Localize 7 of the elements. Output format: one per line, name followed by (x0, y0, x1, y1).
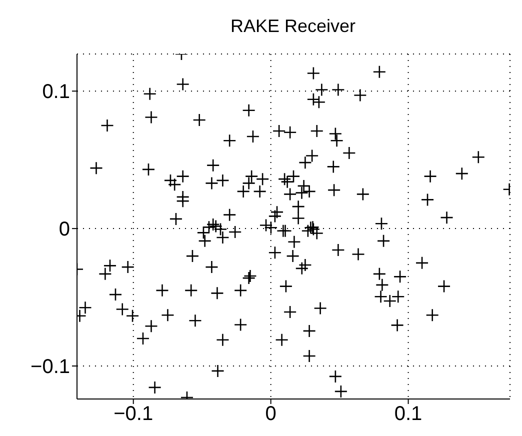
x-tick-label: −0.1 (114, 403, 154, 426)
x-tick-label: 0 (265, 403, 276, 426)
chart-title: RAKE Receiver (230, 16, 356, 36)
y-tick-label: 0.1 (42, 81, 70, 104)
y-tick-label: 0 (58, 218, 70, 241)
x-tick-label: 0.1 (394, 403, 422, 426)
y-tick-label: −0.1 (30, 356, 70, 378)
